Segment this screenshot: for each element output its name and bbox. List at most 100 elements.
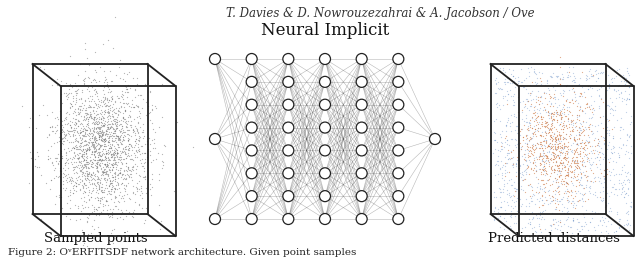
Point <box>568 161 579 166</box>
Point <box>516 175 526 179</box>
Point <box>52 162 63 166</box>
Point <box>75 128 85 132</box>
Point <box>79 98 90 102</box>
Point <box>67 120 77 124</box>
Point <box>540 124 550 128</box>
Point <box>599 168 609 172</box>
Point <box>45 125 56 129</box>
Point <box>129 151 139 155</box>
Point <box>49 166 60 170</box>
Point <box>132 142 143 146</box>
Point <box>129 94 140 99</box>
Point <box>129 104 140 109</box>
Point <box>588 179 598 184</box>
Point <box>541 133 551 137</box>
Point <box>624 179 634 184</box>
Point <box>155 227 165 231</box>
Point <box>83 119 93 123</box>
Point <box>568 123 579 127</box>
Point <box>134 202 144 206</box>
Point <box>84 132 95 136</box>
Point <box>122 148 132 152</box>
Point <box>75 217 85 221</box>
Point <box>563 75 573 80</box>
Point <box>113 106 124 110</box>
Point <box>76 187 86 191</box>
Point <box>568 137 579 141</box>
Point <box>564 88 574 92</box>
Point <box>570 194 580 199</box>
Point <box>508 193 518 197</box>
Point <box>70 91 81 95</box>
Point <box>530 71 540 75</box>
Point <box>74 151 84 156</box>
Point <box>111 140 121 144</box>
Point <box>555 199 565 203</box>
Point <box>538 182 548 186</box>
Point <box>577 85 588 89</box>
Point <box>103 100 113 105</box>
Point <box>81 174 91 178</box>
Point <box>122 172 132 176</box>
Point <box>579 191 589 195</box>
Point <box>100 157 110 161</box>
Circle shape <box>246 122 257 133</box>
Point <box>61 176 72 180</box>
Point <box>601 203 611 207</box>
Point <box>56 123 67 127</box>
Point <box>489 209 499 213</box>
Point <box>581 138 591 143</box>
Point <box>102 186 112 190</box>
Point <box>94 79 104 83</box>
Point <box>107 172 117 177</box>
Point <box>559 123 570 127</box>
Point <box>578 193 588 197</box>
Point <box>593 76 603 80</box>
Point <box>84 99 94 103</box>
Point <box>118 97 128 101</box>
Point <box>525 166 536 171</box>
Point <box>540 217 550 221</box>
Point <box>624 135 634 139</box>
Point <box>600 169 610 174</box>
Point <box>79 162 90 166</box>
Point <box>95 156 105 161</box>
Point <box>608 108 618 112</box>
Point <box>582 132 593 137</box>
Point <box>93 142 104 146</box>
Point <box>120 84 130 88</box>
Point <box>70 136 81 140</box>
Point <box>554 135 564 139</box>
Point <box>598 100 609 104</box>
Point <box>84 89 94 94</box>
Point <box>578 146 588 150</box>
Point <box>52 77 62 81</box>
Point <box>581 174 591 179</box>
Point <box>575 178 585 182</box>
Point <box>97 124 108 128</box>
Point <box>79 143 90 147</box>
Point <box>572 163 582 168</box>
Point <box>543 188 554 193</box>
Point <box>94 146 104 150</box>
Point <box>595 155 605 159</box>
Point <box>29 157 40 161</box>
Point <box>111 159 121 164</box>
Point <box>90 174 100 178</box>
Point <box>92 143 102 147</box>
Point <box>559 222 569 226</box>
Point <box>550 152 560 156</box>
Point <box>531 163 541 167</box>
Point <box>104 146 114 150</box>
Point <box>100 162 110 166</box>
Point <box>626 204 636 209</box>
Point <box>86 136 97 140</box>
Point <box>82 159 92 164</box>
Point <box>113 151 123 155</box>
Point <box>115 130 125 134</box>
Point <box>546 74 556 79</box>
Point <box>140 175 150 179</box>
Point <box>95 111 106 115</box>
Point <box>95 201 105 205</box>
Point <box>591 162 601 166</box>
